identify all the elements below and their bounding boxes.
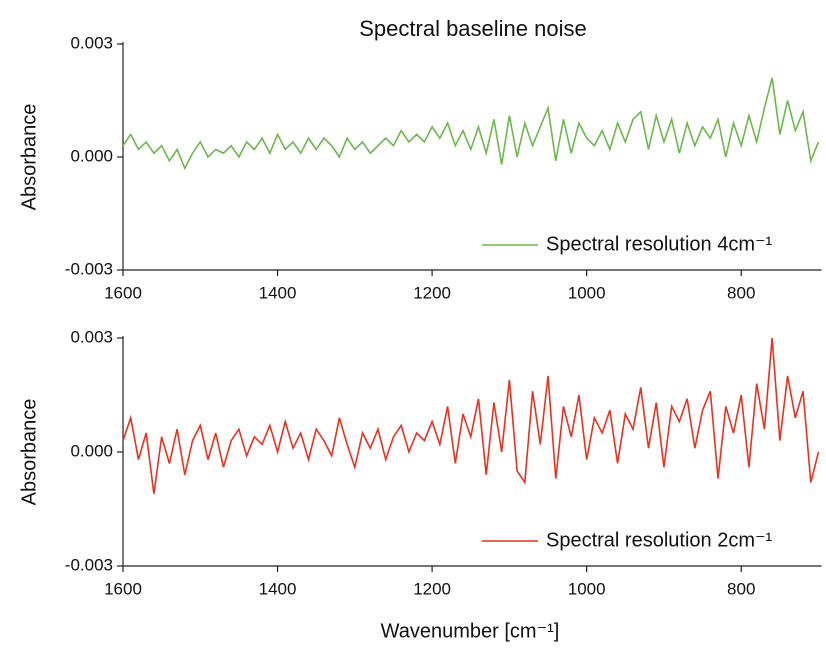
legend-label: Spectral resolution 4cm⁻¹ [546,233,773,255]
y-tick-label: -0.003 [65,259,113,278]
legend-label: Spectral resolution 2cm⁻¹ [546,529,773,551]
x-tick-label: 800 [727,283,755,302]
series-line [122,77,820,171]
y-tick-label: 0.000 [70,146,113,165]
x-tick-label: 1000 [568,579,606,598]
x-tick-label: 800 [727,579,755,598]
series-line [122,337,820,494]
y-tick-label: -0.003 [65,555,113,574]
x-tick-label: 1400 [259,579,297,598]
x-tick-label: 1600 [104,579,142,598]
chart-title: Spectral baseline noise [359,16,586,41]
x-tick-label: 1600 [104,283,142,302]
y-axis-label: Absorbance [18,399,40,506]
x-axis-label: Wavenumber [cm⁻¹] [381,620,560,642]
y-axis-label: Absorbance [18,104,40,211]
x-tick-label: 1400 [259,283,297,302]
y-tick-label: 0.000 [70,441,113,460]
y-tick-label: 0.003 [70,327,113,346]
x-tick-label: 1200 [413,579,451,598]
x-tick-label: 1000 [568,283,606,302]
x-tick-label: 1200 [413,283,451,302]
y-tick-label: 0.003 [70,33,113,52]
